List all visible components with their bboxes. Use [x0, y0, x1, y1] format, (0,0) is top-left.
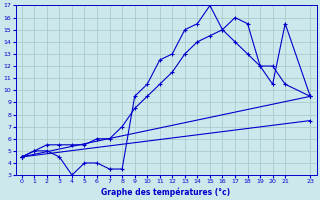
X-axis label: Graphe des températures (°c): Graphe des températures (°c): [101, 187, 231, 197]
